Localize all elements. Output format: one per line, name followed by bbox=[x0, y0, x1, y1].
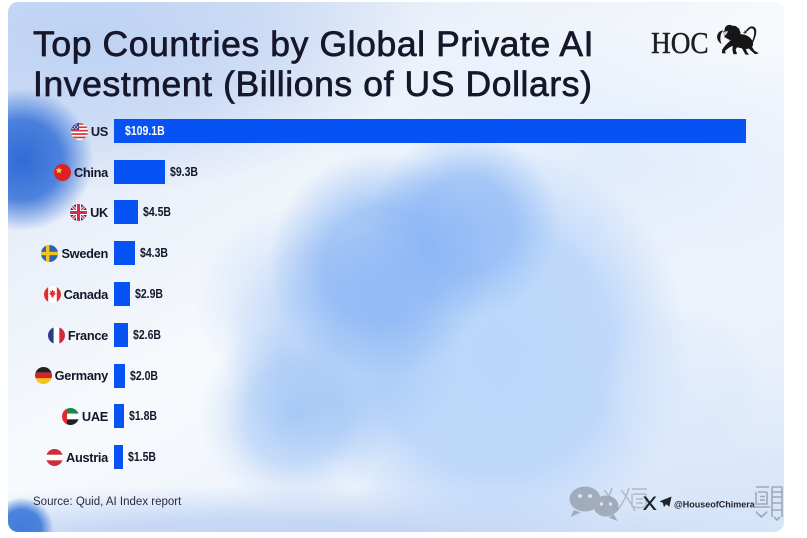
svg-text:@HouseofChimera: @HouseofChimera bbox=[674, 500, 756, 510]
